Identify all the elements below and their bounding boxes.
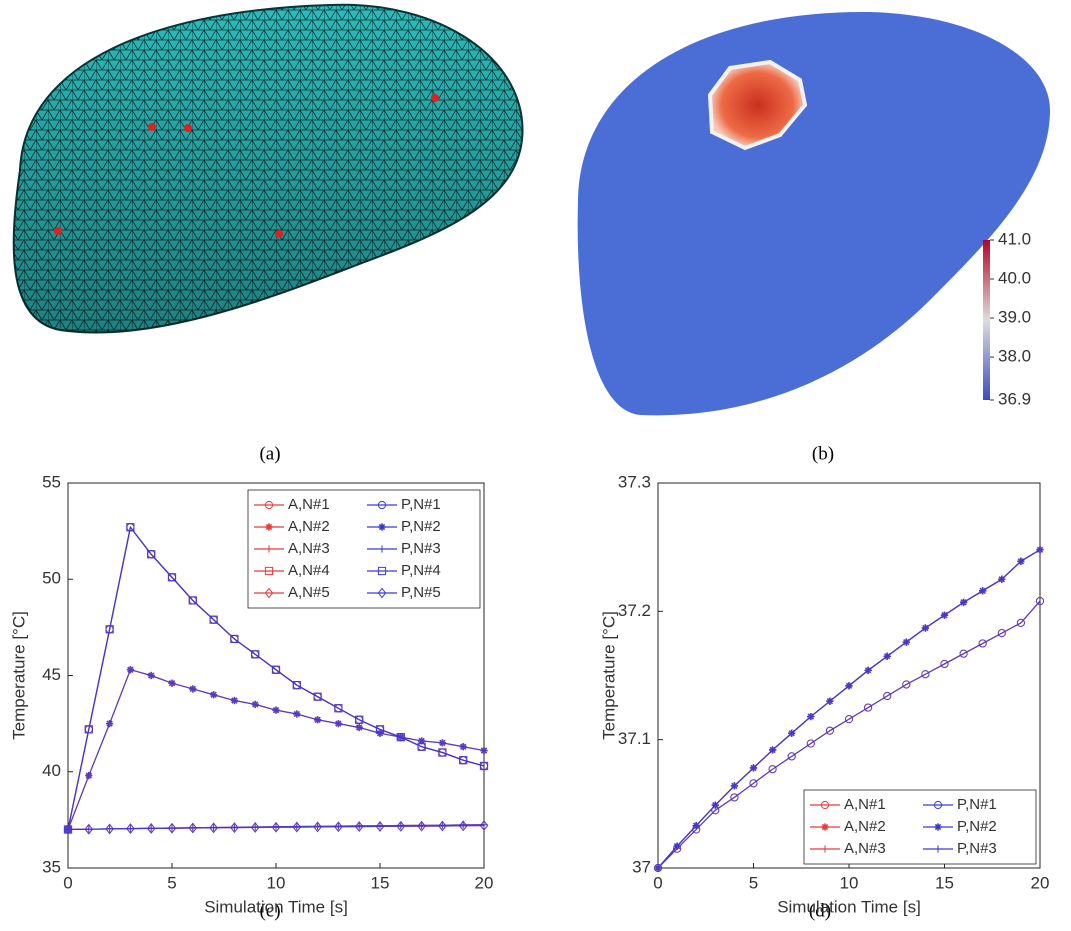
legend-label: A,N#4 [288, 562, 330, 579]
x-axis-label: Simulation Time [s] [204, 897, 348, 916]
y-axis-label: Temperature [°C] [599, 611, 618, 740]
data-point [231, 697, 238, 704]
node [148, 123, 156, 131]
chart: 37 37.1 37.2 37.3 0 5 10 15 20 Simulation Time [s… [599, 472, 1049, 916]
data-point [106, 720, 113, 727]
colorbar-label: 36.9 [998, 389, 1031, 408]
legend-label: A,N#3 [844, 840, 886, 857]
node [275, 230, 283, 238]
x-tick-label: 10 [840, 873, 859, 892]
caption: (a) [259, 443, 280, 464]
x-tick-label: 10 [267, 873, 286, 892]
node [431, 94, 439, 102]
data-point [148, 672, 155, 679]
y-tick-label: 37.2 [618, 601, 651, 620]
data-point [293, 710, 300, 717]
data-point [335, 720, 342, 727]
data-point [189, 685, 196, 692]
y-tick-label: 37 [632, 857, 651, 876]
colorbar-label: 40.0 [998, 269, 1031, 288]
colorbar-label: 38.0 [998, 347, 1031, 366]
node [184, 124, 192, 132]
data-point [252, 701, 259, 708]
x-tick-label: 20 [475, 873, 494, 892]
x-tick-label: 15 [371, 873, 390, 892]
legend-label: P,N#1 [401, 496, 441, 513]
legend-label: P,N#4 [401, 562, 441, 579]
colorbar-label: 41.0 [998, 229, 1031, 248]
legend-label: P,N#3 [957, 840, 997, 857]
legend-marker [265, 523, 272, 530]
data-point [168, 680, 175, 687]
node [54, 227, 62, 235]
colorbar-label: 39.0 [998, 308, 1031, 327]
data-point [314, 716, 321, 723]
y-tick-label: 40 [42, 761, 61, 780]
y-axis-label: Temperature [°C] [9, 611, 28, 740]
mesh-shading [14, 5, 523, 333]
legend-marker [821, 823, 828, 830]
x-axis-label: Simulation Time [s] [777, 897, 921, 916]
legend-label: P,N#2 [401, 518, 441, 535]
temperature-panel [578, 12, 1050, 415]
legend-label: P,N#1 [957, 796, 997, 813]
legend-marker [934, 823, 941, 830]
legend-label: A,N#3 [288, 540, 330, 557]
y-tick-label: 37.1 [618, 729, 651, 748]
legend-label: P,N#3 [401, 540, 441, 557]
mesh-panel [14, 5, 523, 333]
legend-label: A,N#2 [844, 818, 886, 835]
legend-marker [378, 523, 385, 530]
y-tick-label: 55 [42, 472, 61, 491]
data-point [356, 724, 363, 731]
x-tick-label: 15 [935, 873, 954, 892]
liver-surface [578, 12, 1050, 415]
caption: (b) [812, 443, 834, 464]
legend-label: A,N#1 [288, 496, 330, 513]
y-tick-label: 50 [42, 569, 61, 588]
x-tick-label: 5 [167, 873, 176, 892]
data-point [210, 691, 217, 698]
x-tick-label: 0 [63, 873, 72, 892]
data-point [127, 666, 134, 673]
legend-label: A,N#1 [844, 796, 886, 813]
legend-label: P,N#2 [957, 818, 997, 835]
x-tick-label: 5 [749, 873, 758, 892]
x-tick-label: 20 [1031, 873, 1050, 892]
legend-label: A,N#5 [288, 584, 330, 601]
data-point [460, 743, 467, 750]
y-tick-label: 37.3 [618, 472, 651, 491]
legend-label: P,N#5 [401, 584, 441, 601]
x-tick-label: 0 [653, 873, 662, 892]
data-point [85, 772, 92, 779]
data-point [439, 739, 446, 746]
y-tick-label: 45 [42, 665, 61, 684]
data-point [272, 707, 279, 714]
chart: 35 40 45 50 55 0 5 10 15 20 Simulation Time [s] Tem… [9, 472, 493, 916]
legend-label: A,N#2 [288, 518, 330, 535]
y-tick-label: 35 [42, 857, 61, 876]
figure: (a) (b) (c) (d) 41.040.039.038.036.93540… [0, 0, 1071, 931]
data-point [480, 747, 487, 754]
colorbar [983, 240, 990, 400]
